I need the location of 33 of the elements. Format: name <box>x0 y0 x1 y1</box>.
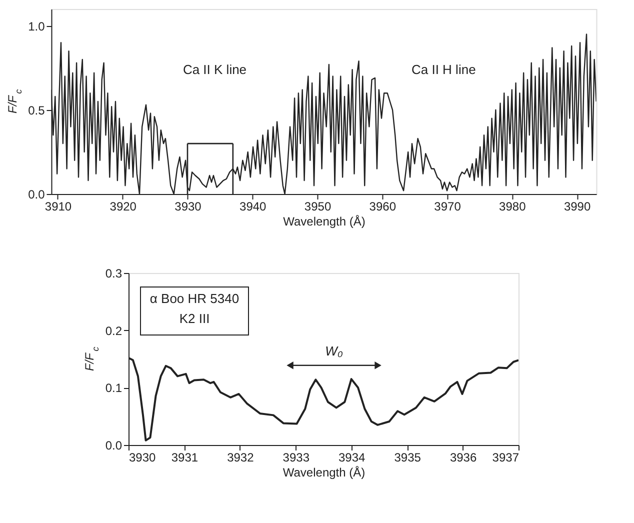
y-tick-label: 0.0 <box>105 438 122 452</box>
x-tick-label: 3930 <box>129 450 156 464</box>
y-tick-label: 0.2 <box>105 324 122 338</box>
x-axis-title: Wavelength (Å) <box>282 466 366 480</box>
x-tick-label: 3932 <box>227 450 254 464</box>
x-tick-label: 3931 <box>171 450 198 464</box>
y-tick-label: 1.0 <box>28 19 46 34</box>
y-axis-title: F/Fc <box>5 88 24 114</box>
x-tick-label: 3970 <box>434 200 462 214</box>
x-tick-label: 3934 <box>338 450 366 464</box>
annotation: Ca II K line <box>182 62 247 78</box>
x-tick-label: 3980 <box>499 200 526 214</box>
x-tick-label: 3960 <box>369 200 396 214</box>
x-tick-label: 3937 <box>492 450 520 464</box>
annotation: α Boo HR 5340 <box>150 291 240 306</box>
x-tick-label: 3930 <box>174 200 202 214</box>
x-tick-label: 3936 <box>450 450 477 464</box>
annotation: Ca II H line <box>411 62 476 78</box>
y-tick-label: 0.1 <box>105 381 122 396</box>
y-axis-title: F/Fc <box>82 346 100 371</box>
annotation: W₀ <box>325 343 344 358</box>
y-tick-label: 0.5 <box>28 103 46 118</box>
x-tick-label: 3990 <box>564 200 591 214</box>
x-tick-label: 3933 <box>282 450 310 464</box>
x-tick-label: 3950 <box>304 200 332 214</box>
x-tick-label: 3920 <box>110 200 137 214</box>
x-axis-title: Wavelength (Å) <box>283 214 366 228</box>
x-tick-label: 3935 <box>394 450 422 464</box>
x-tick-label: 3940 <box>240 200 267 214</box>
annotation: K2 III <box>179 311 210 326</box>
y-tick-label: 0.3 <box>105 266 122 280</box>
y-tick-label: 0.0 <box>28 188 46 202</box>
x-tick-label: 3910 <box>44 200 72 214</box>
